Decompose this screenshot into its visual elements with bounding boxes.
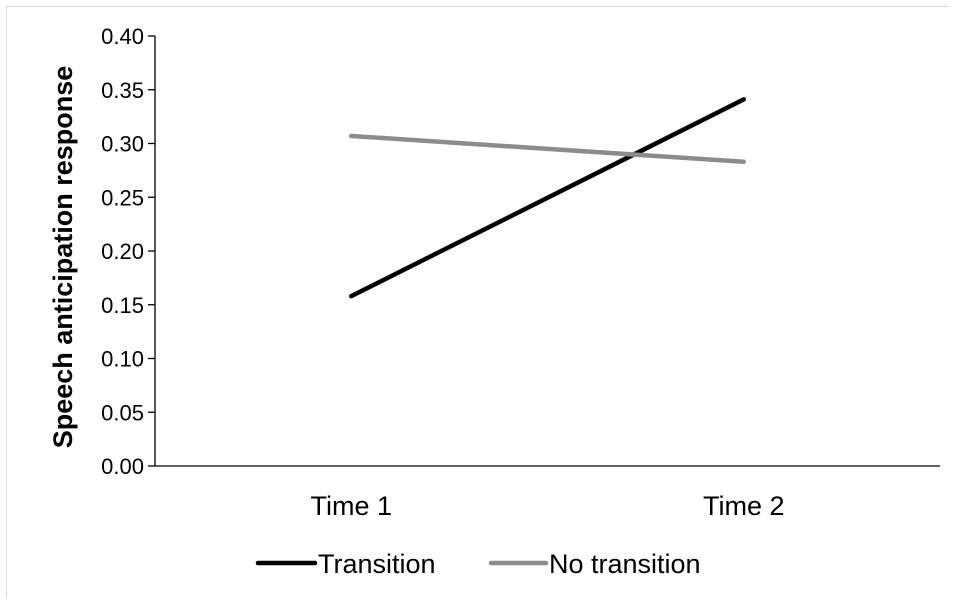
y-tick-label: 0.00	[101, 454, 144, 479]
x-category-label: Time 2	[703, 491, 785, 521]
series-line-no-transition	[349, 133, 746, 165]
x-axis-category-labels: Time 1 Time 2	[310, 491, 784, 521]
y-axis-tick-labels: 0.00 0.05 0.10 0.15 0.20 0.25 0.30 0.35 0.40	[101, 24, 144, 479]
y-tick-label: 0.20	[101, 239, 144, 264]
y-tick-label: 0.40	[101, 24, 144, 49]
y-tick-label: 0.25	[101, 185, 144, 210]
legend-label: No transition	[549, 549, 701, 579]
series-line-transition	[349, 97, 746, 299]
y-tick-label: 0.35	[101, 78, 144, 103]
chart-frame	[6, 6, 950, 598]
legend-label: Transition	[318, 549, 436, 579]
legend: Transition No transition	[255, 549, 701, 579]
y-tick-label: 0.05	[101, 400, 144, 425]
y-tick-label: 0.30	[101, 132, 144, 157]
y-tick-label: 0.15	[101, 293, 144, 318]
y-axis-ticks	[148, 35, 155, 467]
series-lines	[349, 97, 746, 299]
y-axis-title: Speech anticipation response	[48, 66, 78, 449]
x-category-label: Time 1	[310, 491, 392, 521]
y-tick-label: 0.10	[101, 347, 144, 372]
